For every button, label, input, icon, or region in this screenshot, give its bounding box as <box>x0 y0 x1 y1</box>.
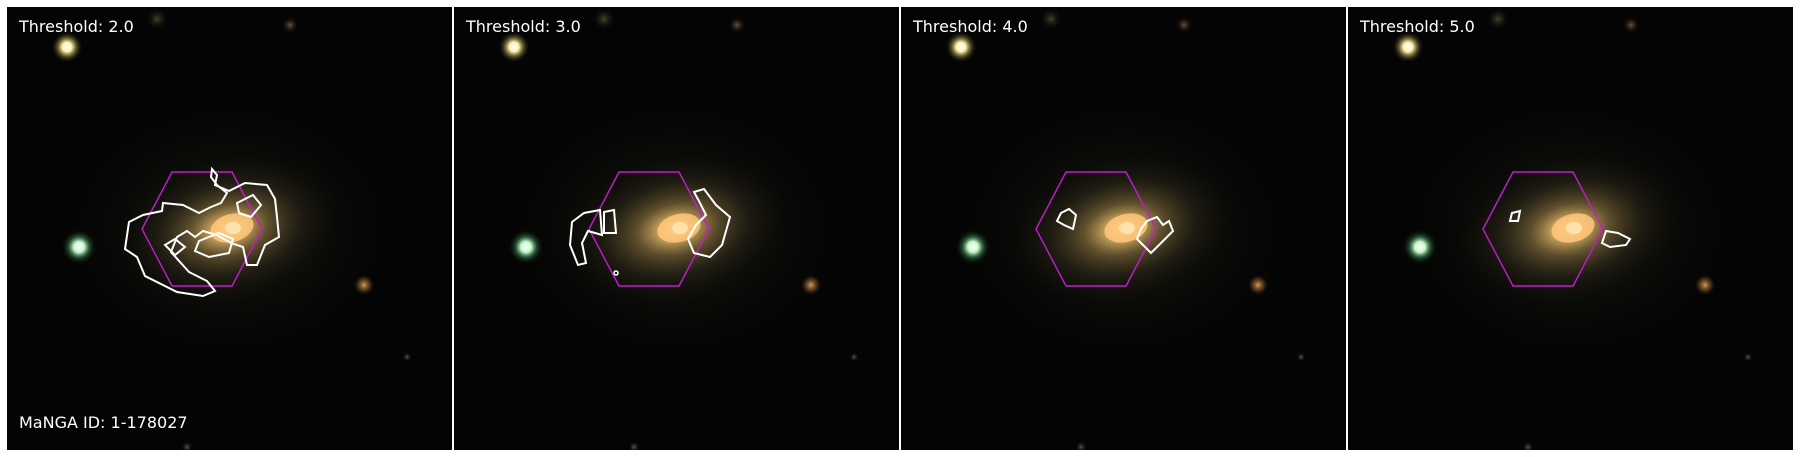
contour-icon <box>603 208 618 234</box>
image-panel-threshold-3: Threshold: 3.0 <box>454 7 899 450</box>
contour-icon <box>235 193 263 219</box>
contour-icon <box>568 208 604 267</box>
image-panel-threshold-4: Threshold: 4.0 <box>901 7 1346 450</box>
contour-icon <box>1135 215 1175 255</box>
contour-icon <box>1600 229 1632 249</box>
hexagon-icon <box>588 171 710 287</box>
galaxy-image <box>454 7 899 450</box>
image-panel-threshold-2: Threshold: 2.0 MaNGA ID: 1-178027 <box>7 7 452 450</box>
contour-icon <box>686 187 732 259</box>
contour-icon <box>1508 209 1522 222</box>
contour-icon <box>613 270 619 276</box>
threshold-label: Threshold: 2.0 <box>19 17 134 36</box>
contour-icon <box>163 237 187 257</box>
contour-icon <box>1055 207 1078 231</box>
threshold-label: Threshold: 4.0 <box>913 17 1028 36</box>
galaxy-image <box>901 7 1346 450</box>
galaxy-image <box>1348 7 1793 450</box>
threshold-label: Threshold: 5.0 <box>1360 17 1475 36</box>
contour-icon <box>193 231 235 259</box>
image-panel-threshold-5: Threshold: 5.0 <box>1348 7 1793 450</box>
galaxy-image <box>7 7 452 450</box>
contour-icon <box>123 166 281 298</box>
threshold-label: Threshold: 3.0 <box>466 17 581 36</box>
hexagon-icon <box>1035 171 1157 287</box>
manga-id-label: MaNGA ID: 1-178027 <box>19 413 188 432</box>
hexagon-icon <box>141 171 263 287</box>
hexagon-icon <box>1482 171 1604 287</box>
